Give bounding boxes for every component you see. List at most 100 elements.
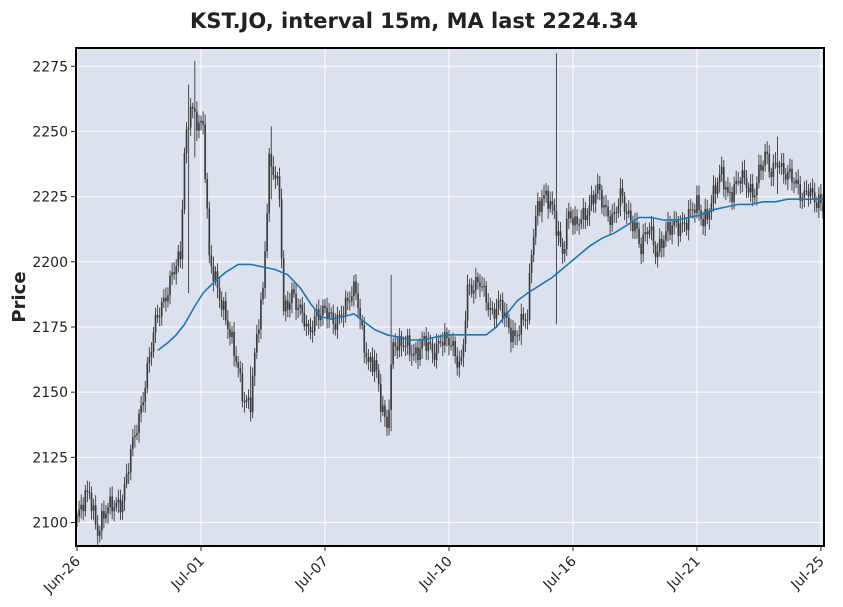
x-tick-label: Jul-01: [168, 554, 208, 594]
candle-body: [756, 182, 758, 196]
candle-body: [495, 308, 498, 319]
candle-body: [710, 203, 713, 213]
candle-body: [429, 342, 432, 345]
candle-body: [398, 335, 401, 351]
candle-body: [735, 181, 738, 185]
candle-body: [766, 151, 769, 154]
candle-body: [592, 194, 595, 204]
candle-body: [185, 129, 188, 153]
candle-body: [654, 245, 657, 258]
candle-body: [737, 181, 740, 183]
plot-frame: [75, 47, 825, 547]
candle-body: [193, 108, 196, 112]
candle-body: [704, 208, 707, 227]
candle-body: [475, 277, 477, 291]
candle-body: [499, 299, 502, 301]
candle-body: [758, 164, 760, 183]
candle-body: [266, 213, 268, 252]
candle-body: [320, 315, 322, 321]
candle-body: [460, 356, 463, 362]
candle-body: [689, 209, 692, 211]
candle-body: [590, 194, 593, 206]
x-tick-label: Jul-10: [416, 554, 456, 594]
candle-body: [464, 320, 467, 345]
candle-body: [158, 316, 161, 318]
candle-body: [328, 312, 330, 320]
candle-body: [249, 397, 252, 413]
candle-body: [687, 209, 690, 230]
candle-body: [485, 285, 487, 303]
candle-body: [351, 296, 353, 302]
candle-body: [280, 199, 283, 259]
candle-body: [722, 166, 725, 190]
candle-body: [113, 507, 116, 512]
candle-body: [532, 236, 535, 255]
x-tick-label: Jul-16: [540, 553, 580, 593]
candle-body: [191, 106, 194, 109]
candle-body: [580, 219, 583, 225]
candle-body: [235, 356, 237, 362]
candle-body: [268, 153, 271, 214]
candle-body: [448, 337, 450, 346]
candle-body: [396, 346, 399, 351]
candle-body: [665, 231, 667, 241]
y-tick-label: 2150: [32, 385, 68, 401]
candle-body: [822, 202, 824, 212]
candle-body: [594, 193, 597, 204]
candle-body: [547, 190, 549, 209]
candle-body: [423, 335, 425, 341]
candle-body: [696, 195, 698, 213]
candle-body: [466, 284, 469, 321]
candle-body: [617, 205, 620, 214]
candle-body: [241, 373, 244, 402]
candle-body: [749, 183, 752, 193]
candle-body: [636, 222, 638, 229]
candle-body: [301, 304, 304, 314]
candle-body: [348, 301, 351, 303]
candle-body: [493, 309, 496, 319]
candle-body: [772, 163, 775, 177]
candle-body: [603, 205, 605, 208]
candle-body: [129, 449, 132, 473]
candle-body: [373, 360, 376, 372]
candle-body: [109, 496, 111, 507]
candle-body: [452, 340, 454, 346]
candle-body: [520, 313, 523, 335]
candle-body: [634, 222, 636, 232]
candle-body: [807, 191, 810, 197]
candle-body: [78, 509, 80, 517]
candle-body: [338, 314, 341, 316]
candle-body: [565, 218, 568, 250]
candle-body: [725, 187, 727, 190]
candle-body: [539, 201, 541, 212]
candle-body: [229, 329, 231, 338]
candle-body: [270, 153, 273, 167]
candle-body: [615, 212, 618, 214]
candle-body: [621, 188, 624, 197]
candle-body: [86, 490, 89, 492]
candle-body: [743, 170, 746, 178]
candle-body: [776, 162, 779, 168]
candle-body: [173, 272, 175, 275]
candle-body: [799, 184, 802, 201]
candle-body: [586, 215, 589, 220]
candle-body: [187, 127, 190, 130]
candle-body: [582, 207, 585, 220]
candle-body: [501, 299, 504, 318]
candle-body: [708, 212, 711, 220]
candle-body: [813, 192, 816, 203]
candle-body: [528, 273, 531, 320]
candle-body: [751, 183, 754, 198]
candle-body: [344, 297, 347, 317]
candlestick-series: [76, 53, 824, 547]
candle-body: [101, 511, 103, 531]
candle-body: [357, 293, 359, 309]
candle-body: [291, 289, 293, 304]
candle-body: [80, 504, 82, 510]
y-tick-label: 2175: [32, 320, 68, 336]
candle-body: [117, 499, 120, 503]
candle-body: [365, 352, 368, 358]
candle-body: [299, 304, 302, 308]
candle-body: [76, 516, 78, 518]
candle-body: [572, 218, 574, 226]
